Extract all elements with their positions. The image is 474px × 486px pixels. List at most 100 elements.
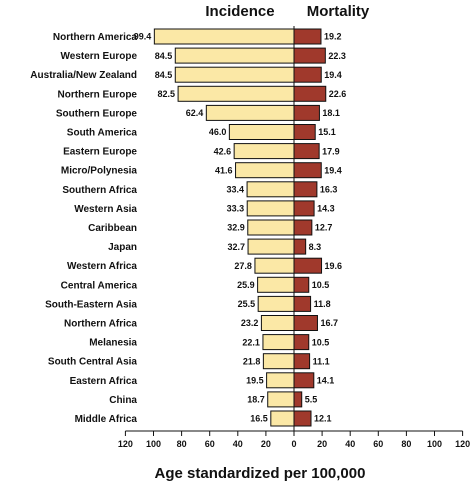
mortality-value-label: 10.5 [312,280,330,290]
incidence-value-label: 25.5 [238,299,256,309]
mortality-value-label: 18.1 [322,108,340,118]
incidence-bar [177,85,295,102]
incidence-value-label: 22.1 [242,337,260,347]
mortality-value-label: 19.4 [324,165,342,175]
mortality-value-label: 16.3 [320,185,338,195]
mortality-value-label: 16.7 [320,318,338,328]
mortality-bar [293,238,307,255]
mortality-value-label: 19.2 [324,32,342,42]
mortality-bar [293,353,311,370]
mortality-value-label: 11.8 [314,299,331,309]
mortality-value-label: 15.1 [318,127,336,137]
mortality-bar [293,410,312,427]
incidence-bar [262,353,295,370]
mortality-bar [293,47,326,64]
mortality-bar [293,28,322,45]
mortality-value-label: 14.3 [317,204,335,214]
incidence-value-label: 41.6 [215,165,233,175]
category-label: Australia/New Zealand [30,70,137,81]
category-label: Northern Africa [64,319,137,330]
x-tick-label: 60 [205,439,215,449]
incidence-bar [228,124,295,140]
incidence-bar [247,238,295,255]
mortality-bar [293,104,320,121]
incidence-bar [262,334,295,351]
category-label: Western Asia [74,204,137,215]
legend-incidence: Incidence [205,3,274,20]
mortality-value-label: 11.1 [313,356,330,366]
mortality-bar [293,372,315,389]
x-tick-label: 80 [177,439,187,449]
mortality-bar [293,85,327,102]
incidence-value-label: 32.7 [228,242,246,252]
mortality-value-label: 22.3 [328,51,346,61]
category-label: Japan [108,242,137,253]
category-label: China [109,395,137,406]
mortality-bar [293,276,310,293]
category-label: Western Europe [61,51,138,62]
category-label: Northern America [53,32,138,43]
incidence-bar [267,391,295,408]
incidence-bar [205,104,295,121]
x-tick-label: 0 [291,439,296,449]
incidence-value-label: 16.5 [250,414,268,424]
incidence-value-label: 84.5 [155,70,173,80]
category-label: South-Eastern Asia [45,299,137,310]
category-label: Northern Europe [58,89,138,100]
mortality-value-label: 22.6 [329,89,347,99]
category-label: Eastern Europe [63,147,137,158]
mortality-value-label: 14.1 [317,376,335,386]
x-tick-label: 40 [345,439,355,449]
incidence-bar [254,257,295,274]
x-tick-label: 100 [427,439,442,449]
category-label: Middle Africa [75,414,138,425]
incidence-value-label: 19.5 [246,376,264,386]
mortality-bar [293,257,323,274]
mortality-value-label: 8.3 [309,242,322,252]
x-axis: 120 100 80 60 40 20 0 20 40 60 80 100 120 [118,430,470,449]
x-tick-label: 20 [317,439,327,449]
incidence-bar [233,143,295,160]
mortality-value-label: 5.5 [305,395,318,405]
incidence-bar [257,295,295,312]
mortality-bar [293,334,310,351]
mortality-bar [293,162,322,179]
mortality-value-label: 17.9 [322,146,340,156]
incidence-bar [174,66,295,83]
category-label: Eastern Africa [70,376,138,387]
incidence-value-label: 18.7 [247,395,265,405]
incidence-value-label: 84.5 [155,51,173,61]
incidence-bar [246,200,295,217]
incidence-bar [266,372,295,389]
incidence-value-label: 21.8 [243,356,261,366]
x-tick-label: 100 [146,439,161,449]
category-label: Western Africa [67,261,137,272]
legend-mortality: Mortality [307,3,370,20]
mortality-value-label: 12.7 [315,223,333,233]
incidence-value-label: 33.4 [227,185,245,195]
mortality-value-label: 12.1 [314,414,332,424]
category-label: Southern Europe [56,108,138,119]
category-label: South America [67,128,138,139]
x-tick-label: 20 [261,439,271,449]
mortality-bar [293,181,318,198]
x-tick-label: 120 [455,439,470,449]
incidence-bar [153,28,295,45]
mortality-bar [293,200,315,217]
x-tick-label: 60 [373,439,383,449]
mortality-bar [293,143,320,160]
incidence-bar [174,47,295,64]
incidence-bar [270,410,295,427]
incidence-value-label: 62.4 [186,108,204,118]
incidence-bar [260,315,295,331]
incidence-bar [257,276,295,293]
incidence-bar [246,181,295,198]
incidence-value-label: 82.5 [158,89,176,99]
category-label: Central America [61,280,138,291]
mortality-value-label: 10.5 [312,337,330,347]
category-label: Micro/Polynesia [61,166,138,177]
incidence-value-label: 23.2 [241,318,259,328]
x-tick-label: 120 [118,439,133,449]
